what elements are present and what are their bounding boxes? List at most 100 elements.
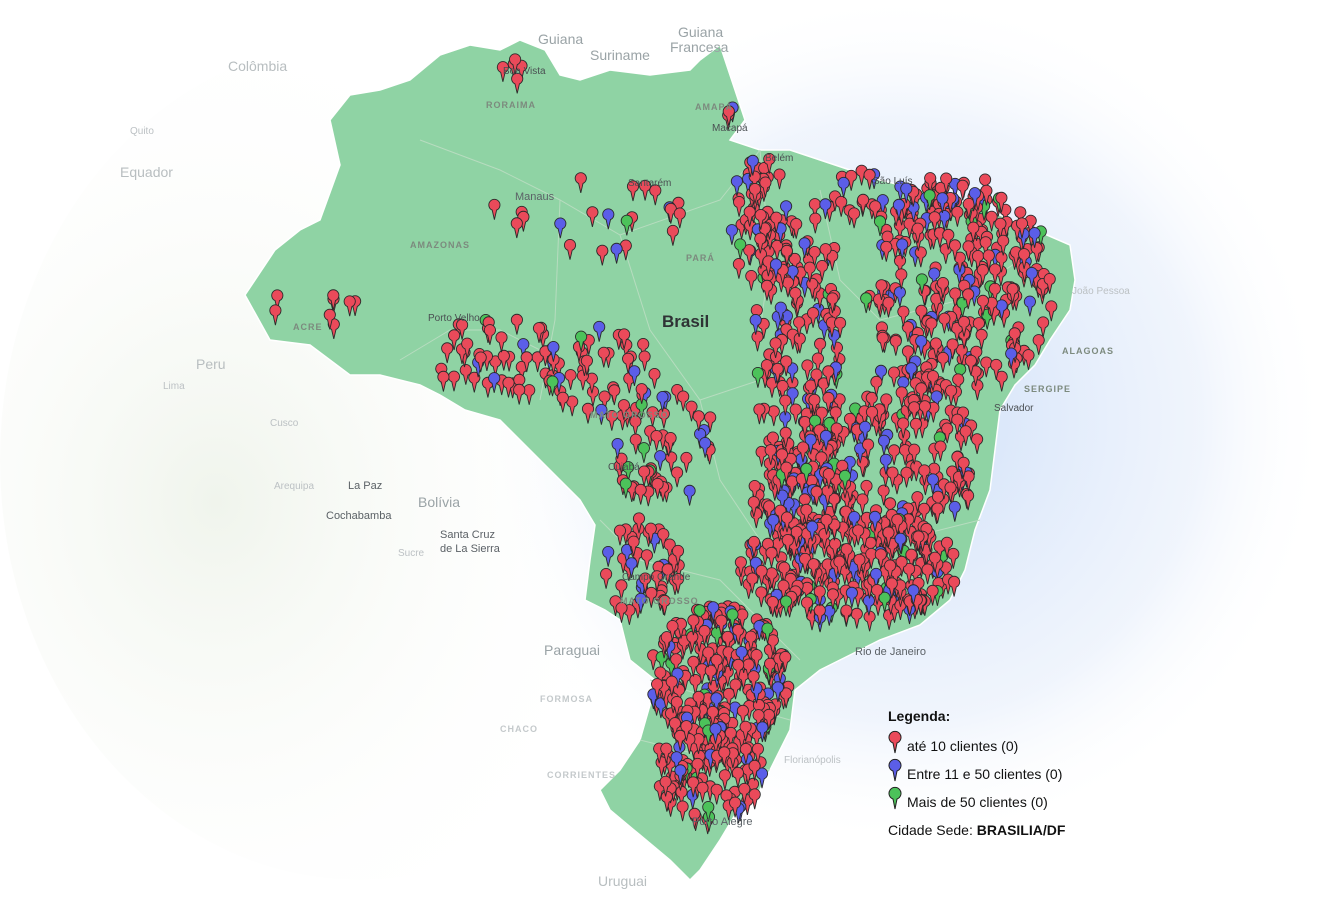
client-marker[interactable]: [854, 442, 867, 464]
client-marker[interactable]: [706, 705, 719, 727]
client-marker[interactable]: [696, 781, 709, 803]
client-marker[interactable]: [617, 399, 630, 420]
client-marker[interactable]: [850, 607, 863, 629]
client-marker[interactable]: [901, 321, 914, 342]
client-marker[interactable]: [1045, 300, 1058, 322]
client-marker[interactable]: [718, 746, 731, 768]
client-marker[interactable]: [639, 572, 652, 594]
client-marker[interactable]: [736, 608, 749, 630]
client-marker[interactable]: [650, 430, 663, 451]
client-marker[interactable]: [779, 651, 792, 672]
client-marker[interactable]: [271, 289, 284, 311]
client-marker[interactable]: [764, 444, 777, 465]
client-marker[interactable]: [915, 273, 928, 295]
client-marker[interactable]: [878, 434, 890, 456]
client-marker[interactable]: [1037, 316, 1050, 338]
client-marker[interactable]: [456, 318, 469, 340]
client-marker[interactable]: [736, 704, 749, 726]
client-marker[interactable]: [897, 417, 910, 439]
client-marker[interactable]: [602, 208, 615, 230]
client-marker[interactable]: [797, 441, 809, 463]
client-marker[interactable]: [327, 289, 340, 311]
client-marker[interactable]: [878, 591, 891, 613]
client-marker[interactable]: [756, 721, 769, 743]
client-marker[interactable]: [806, 277, 819, 299]
client-marker[interactable]: [770, 211, 783, 233]
client-marker[interactable]: [962, 470, 975, 492]
client-marker[interactable]: [915, 382, 928, 404]
client-marker[interactable]: [323, 308, 336, 330]
client-marker[interactable]: [269, 304, 282, 326]
client-marker[interactable]: [744, 630, 757, 652]
client-marker[interactable]: [766, 431, 779, 453]
client-marker[interactable]: [997, 234, 1010, 256]
client-marker[interactable]: [876, 331, 889, 353]
client-marker[interactable]: [738, 782, 751, 804]
client-marker[interactable]: [892, 198, 905, 220]
client-marker[interactable]: [840, 543, 853, 564]
client-marker[interactable]: [928, 267, 941, 289]
client-marker[interactable]: [635, 383, 648, 404]
client-marker[interactable]: [596, 244, 609, 266]
client-marker[interactable]: [945, 384, 958, 406]
client-marker[interactable]: [891, 513, 904, 535]
client-marker[interactable]: [778, 561, 791, 583]
client-marker[interactable]: [782, 276, 794, 298]
client-marker[interactable]: [757, 317, 770, 339]
client-marker[interactable]: [670, 653, 683, 675]
client-marker[interactable]: [995, 299, 1008, 321]
client-marker[interactable]: [865, 547, 878, 569]
client-marker[interactable]: [739, 743, 752, 764]
client-marker[interactable]: [921, 563, 934, 585]
client-marker[interactable]: [895, 268, 908, 290]
client-marker[interactable]: [948, 575, 961, 597]
client-marker[interactable]: [828, 518, 841, 540]
client-marker[interactable]: [918, 400, 931, 422]
client-marker[interactable]: [905, 548, 918, 570]
client-marker[interactable]: [780, 595, 793, 617]
client-marker[interactable]: [751, 742, 764, 764]
client-marker[interactable]: [780, 200, 793, 222]
client-marker[interactable]: [790, 218, 803, 239]
client-marker[interactable]: [776, 263, 789, 285]
client-marker[interactable]: [900, 466, 913, 488]
client-marker[interactable]: [826, 249, 839, 271]
client-marker[interactable]: [598, 390, 611, 412]
client-marker[interactable]: [726, 608, 739, 630]
client-marker[interactable]: [671, 466, 684, 488]
client-marker[interactable]: [766, 377, 778, 398]
client-marker[interactable]: [972, 250, 984, 271]
client-marker[interactable]: [722, 105, 735, 127]
client-marker[interactable]: [982, 249, 995, 271]
client-marker[interactable]: [1028, 227, 1041, 248]
client-marker[interactable]: [761, 279, 773, 301]
client-marker[interactable]: [771, 681, 784, 703]
client-marker[interactable]: [622, 352, 635, 374]
client-marker[interactable]: [510, 313, 523, 335]
client-marker[interactable]: [762, 708, 775, 730]
client-marker[interactable]: [734, 238, 747, 260]
client-marker[interactable]: [920, 543, 933, 565]
client-marker[interactable]: [953, 251, 966, 273]
client-marker[interactable]: [627, 180, 639, 202]
client-marker[interactable]: [957, 456, 970, 478]
client-marker[interactable]: [520, 351, 533, 373]
client-marker[interactable]: [900, 182, 913, 204]
client-marker[interactable]: [902, 345, 914, 367]
client-marker[interactable]: [857, 193, 870, 215]
client-marker[interactable]: [817, 377, 830, 399]
client-marker[interactable]: [638, 350, 651, 372]
client-marker[interactable]: [780, 461, 793, 483]
client-marker[interactable]: [718, 769, 731, 791]
client-marker[interactable]: [929, 551, 941, 573]
client-marker[interactable]: [807, 307, 820, 328]
client-marker[interactable]: [918, 464, 931, 486]
client-marker[interactable]: [810, 485, 823, 507]
client-marker[interactable]: [715, 614, 728, 636]
client-marker[interactable]: [634, 483, 647, 505]
client-marker[interactable]: [806, 520, 819, 542]
client-marker[interactable]: [826, 292, 839, 314]
client-marker[interactable]: [488, 198, 501, 220]
client-marker[interactable]: [672, 544, 684, 566]
client-marker[interactable]: [1043, 273, 1056, 294]
